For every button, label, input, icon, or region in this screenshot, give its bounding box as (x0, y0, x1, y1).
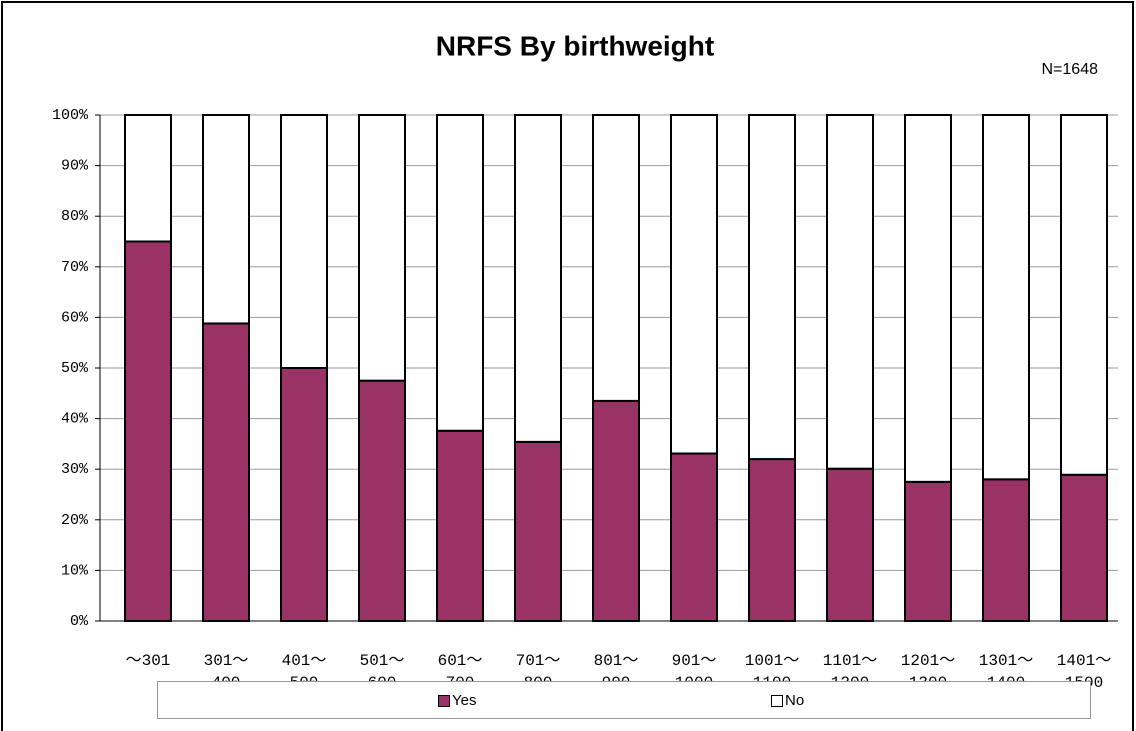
bar-segment (982, 114, 1030, 481)
bar-segment (592, 399, 640, 623)
y-tick-label: 90% (61, 158, 89, 175)
bar-segment (202, 322, 250, 622)
legend-item: No (771, 692, 804, 709)
bar-segment (1060, 473, 1108, 622)
bar-segment (280, 367, 328, 622)
bar-segment (748, 458, 796, 622)
bar-segment (514, 440, 562, 622)
bar-segment (124, 240, 172, 622)
bar-segment (436, 114, 484, 432)
y-tick-label: 100% (52, 107, 89, 124)
bar-segment (514, 114, 562, 443)
y-tick-label: 20% (61, 512, 89, 529)
bar-segment (1060, 114, 1108, 476)
legend-item: Yes (438, 692, 476, 709)
y-tick-label: 60% (61, 309, 89, 326)
legend-label: Yes (452, 692, 477, 709)
bar-segment (904, 114, 952, 483)
bar-segment (670, 452, 718, 622)
bar-segment (124, 114, 172, 243)
y-tick-label: 30% (61, 461, 89, 478)
bar-segment (592, 114, 640, 402)
bar-segment (358, 114, 406, 382)
bar-segment (982, 478, 1030, 622)
bar-segment (748, 114, 796, 461)
x-tick-label: ～301 (125, 652, 171, 670)
bar-segment (826, 467, 874, 622)
bar-segment (826, 114, 874, 470)
bar-segment (904, 480, 952, 622)
chart-title: NRFS By birthweight (436, 30, 714, 61)
y-tick-label: 50% (61, 360, 89, 377)
bar-segment (436, 429, 484, 622)
bar-segment (358, 379, 406, 622)
bar-segment (670, 114, 718, 455)
y-tick-label: 40% (61, 411, 89, 428)
y-tick-label: 0% (70, 613, 89, 630)
legend-swatch (438, 694, 450, 707)
bar-segment (280, 114, 328, 369)
y-tick-label: 70% (61, 259, 89, 276)
legend-label: No (785, 692, 805, 709)
y-tick-label: 80% (61, 208, 89, 225)
legend-swatch (771, 694, 783, 707)
bars (124, 114, 1108, 623)
legend: Yes No (157, 681, 1091, 719)
bar-segment (202, 114, 250, 325)
y-tick-label: 10% (61, 562, 89, 579)
annotation: N=1648 (1042, 61, 1099, 78)
